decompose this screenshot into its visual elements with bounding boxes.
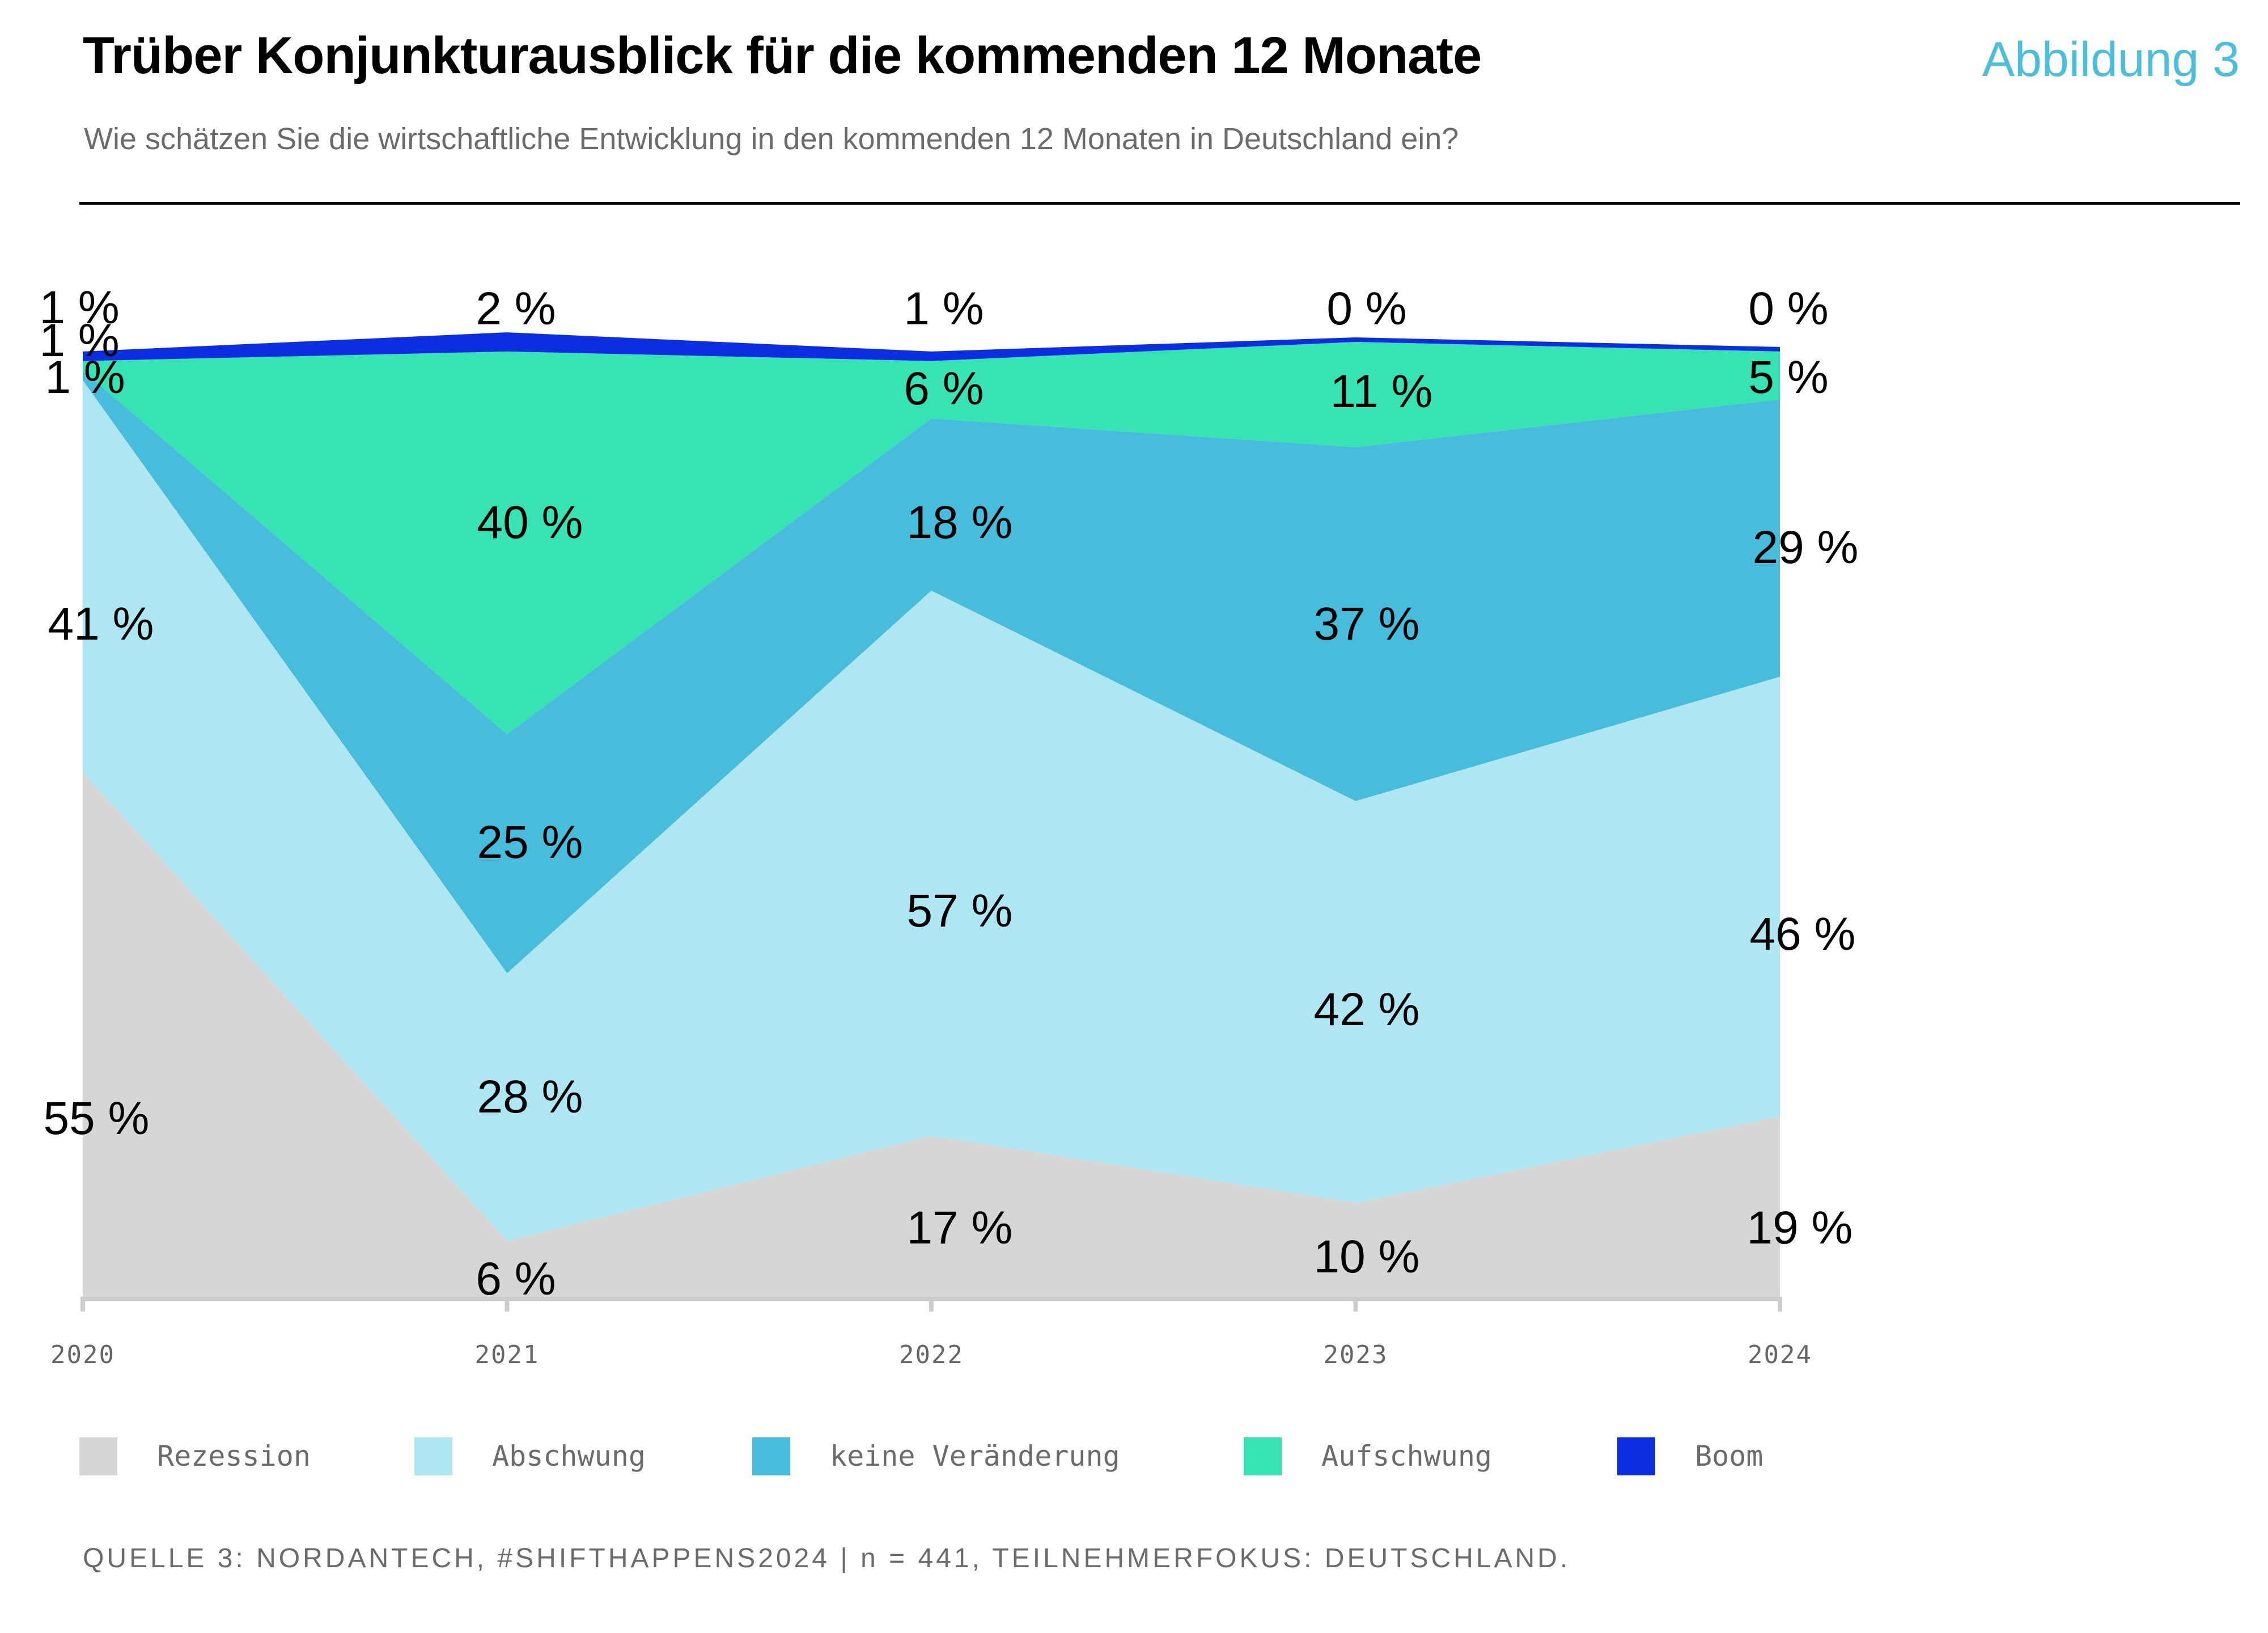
x-axis: 2020 2021 2022 2023 2024 — [50, 1297, 1812, 1369]
legend-swatch-rezession — [79, 1437, 117, 1475]
legend-label: Abschwung — [492, 1440, 646, 1473]
area-abschwung — [83, 380, 1780, 1241]
data-label-aufschwung-2023: 11 % — [1330, 366, 1433, 417]
data-label-aufschwung-2020: 1 % — [39, 315, 119, 366]
legend-swatch-boom — [1617, 1437, 1655, 1475]
chart-subtitle: Wie schätzen Sie die wirtschaftliche Ent… — [84, 122, 1459, 156]
header-divider — [79, 202, 2240, 205]
legend-item-boom: Boom — [1617, 1436, 1763, 1476]
data-label-boom-2023: 0 % — [1326, 283, 1406, 335]
area-keine-veraenderung — [83, 370, 1780, 974]
data-label-aufschwung-2021: 40 % — [477, 497, 583, 548]
legend-item-abschwung: Abschwung — [414, 1436, 646, 1476]
legend-label: keine Veränderung — [830, 1440, 1120, 1473]
chart-title: Trüber Konjunkturausblick für die kommen… — [83, 27, 1482, 84]
area-aufschwung — [83, 342, 1780, 734]
x-axis-tick — [1778, 1297, 1782, 1312]
area-rezession — [83, 772, 1780, 1298]
data-label-aufschwung-2024: 5 % — [1748, 352, 1828, 403]
data-label-aufschwung-2022: 6 % — [904, 363, 983, 414]
legend-item-aufschwung: Aufschwung — [1244, 1436, 1492, 1476]
data-label-keine-veraenderung-2020: 1 % — [45, 352, 125, 403]
x-axis-tick — [1353, 1297, 1358, 1312]
figure-label: Abbildung 3 — [1982, 32, 2240, 87]
legend-item-keine-veraenderung: keine Veränderung — [752, 1436, 1120, 1476]
legend-swatch-abschwung — [414, 1437, 452, 1475]
data-label-abschwung-2024: 46 % — [1750, 908, 1856, 960]
data-label-keine-veraenderung-2021: 25 % — [477, 816, 583, 868]
data-label-rezession-2021: 6 % — [476, 1253, 556, 1305]
data-label-abschwung-2023: 42 % — [1314, 984, 1420, 1035]
legend-label: Rezession — [157, 1440, 311, 1473]
x-tick-label: 2020 — [50, 1340, 115, 1369]
data-labels: 55 % 6 % 17 % 10 % 19 % 41 % 28 % 57 % 42 % 46 % 1… — [39, 282, 1858, 1305]
x-axis-tick — [80, 1297, 85, 1312]
legend-label: Boom — [1695, 1440, 1763, 1473]
data-label-rezession-2024: 19 % — [1747, 1202, 1853, 1254]
data-label-keine-veraenderung-2022: 18 % — [907, 497, 1013, 548]
area-boom — [83, 332, 1780, 361]
data-label-boom-2024: 0 % — [1748, 283, 1828, 335]
data-label-boom-2021: 2 % — [476, 283, 556, 335]
x-axis-tick — [505, 1297, 510, 1312]
source-note: QUELLE 3: NORDANTECH, #SHIFTHAPPENS2024 … — [83, 1543, 1571, 1573]
legend-swatch-aufschwung — [1244, 1437, 1282, 1475]
legend-label: Aufschwung — [1321, 1440, 1493, 1473]
legend-item-rezession: Rezession — [79, 1436, 311, 1476]
data-label-boom-2022: 1 % — [904, 283, 983, 335]
data-label-abschwung-2021: 28 % — [477, 1071, 583, 1123]
data-label-rezession-2023: 10 % — [1314, 1231, 1420, 1283]
x-tick-label: 2024 — [1748, 1340, 1812, 1369]
x-axis-tick — [929, 1297, 934, 1312]
x-tick-label: 2021 — [475, 1340, 540, 1369]
data-label-keine-veraenderung-2023: 37 % — [1314, 598, 1420, 650]
legend-swatch-keine-veraenderung — [752, 1437, 790, 1475]
data-label-rezession-2022: 17 % — [907, 1202, 1013, 1254]
data-label-abschwung-2022: 57 % — [907, 885, 1013, 937]
data-label-keine-veraenderung-2024: 29 % — [1753, 522, 1859, 573]
x-tick-label: 2022 — [899, 1340, 964, 1369]
area-layers — [83, 332, 1780, 1298]
data-label-abschwung-2020: 41 % — [48, 598, 154, 650]
x-tick-label: 2023 — [1324, 1340, 1388, 1369]
data-label-boom-2020: 1 % — [39, 282, 119, 333]
data-label-rezession-2020: 55 % — [44, 1093, 150, 1144]
